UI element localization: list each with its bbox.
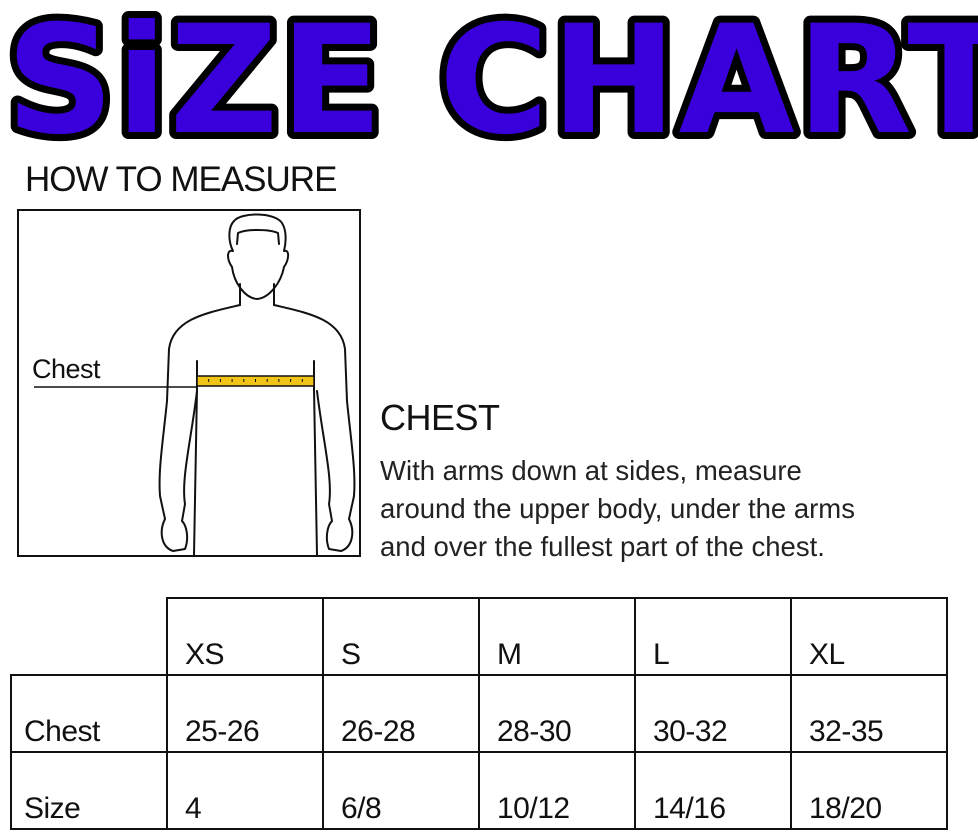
- cell-value: 10/12: [497, 792, 570, 825]
- right-torso: [313, 388, 318, 555]
- table-header-row: XS S M L XL: [11, 597, 948, 676]
- table-cell: 32-35: [790, 674, 948, 753]
- empty-corner-cell: [11, 598, 168, 676]
- row-label-text: Size: [24, 792, 81, 825]
- size-header-label: M: [497, 638, 522, 671]
- how-to-measure-heading: HOW TO MEASURE: [25, 160, 337, 199]
- cell-value: 6/8: [341, 792, 382, 825]
- table-row: Size 4 6/8 10/12 14/16 18/20: [10, 751, 948, 830]
- row-label: Size: [10, 751, 168, 830]
- size-header: L: [634, 597, 792, 676]
- chest-description: With arms down at sides, measure around …: [380, 452, 978, 566]
- size-header: XL: [790, 597, 948, 676]
- table-row: Chest 25-26 26-28 28-30 30-32 32-35: [10, 674, 948, 753]
- description-line: and over the fullest part of the chest.: [380, 531, 825, 562]
- cell-value: 30-32: [653, 715, 728, 748]
- cell-value: 4: [185, 792, 202, 825]
- cell-value: 28-30: [497, 715, 572, 748]
- size-chart-title-logo: SiZE CHART: [0, 0, 978, 150]
- table-cell: 28-30: [478, 674, 636, 753]
- cell-value: 18/20: [809, 792, 882, 825]
- cell-value: 26-28: [341, 715, 416, 748]
- size-header: XS: [166, 597, 324, 676]
- chest-label: Chest: [32, 354, 101, 384]
- chest-heading: CHEST: [380, 397, 500, 438]
- table-cell: 14/16: [634, 751, 792, 830]
- description-line: With arms down at sides, measure: [380, 455, 802, 486]
- right-arm: [273, 304, 356, 552]
- hairline: [236, 229, 280, 245]
- size-header: S: [322, 597, 480, 676]
- table-cell: 6/8: [322, 751, 480, 830]
- table-cell: 10/12: [478, 751, 636, 830]
- body-outline-illustration: [34, 213, 356, 555]
- size-header: M: [478, 597, 636, 676]
- measurement-figure: [17, 209, 361, 557]
- table-cell: 30-32: [634, 674, 792, 753]
- size-table: XS S M L XL Chest 25-26 26-28 28-30 30-3…: [10, 597, 948, 830]
- table-cell: 4: [166, 751, 324, 830]
- cell-value: 32-35: [809, 715, 884, 748]
- size-header-label: L: [653, 638, 670, 671]
- table-cell: 25-26: [166, 674, 324, 753]
- cell-value: 14/16: [653, 792, 726, 825]
- left-arm: [158, 304, 241, 552]
- size-header-label: XL: [809, 638, 845, 671]
- left-torso: [193, 388, 198, 555]
- table-cell: 18/20: [790, 751, 948, 830]
- size-chart-title: SiZE CHART: [6, 0, 978, 150]
- size-header-label: S: [341, 638, 361, 671]
- row-label-text: Chest: [24, 715, 100, 748]
- measuring-tape-icon: [196, 375, 315, 387]
- head-outline: [227, 213, 290, 300]
- row-label: Chest: [10, 674, 168, 753]
- cell-value: 25-26: [185, 715, 260, 748]
- table-cell: 26-28: [322, 674, 480, 753]
- size-header-label: XS: [185, 638, 225, 671]
- description-line: around the upper body, under the arms: [380, 493, 855, 524]
